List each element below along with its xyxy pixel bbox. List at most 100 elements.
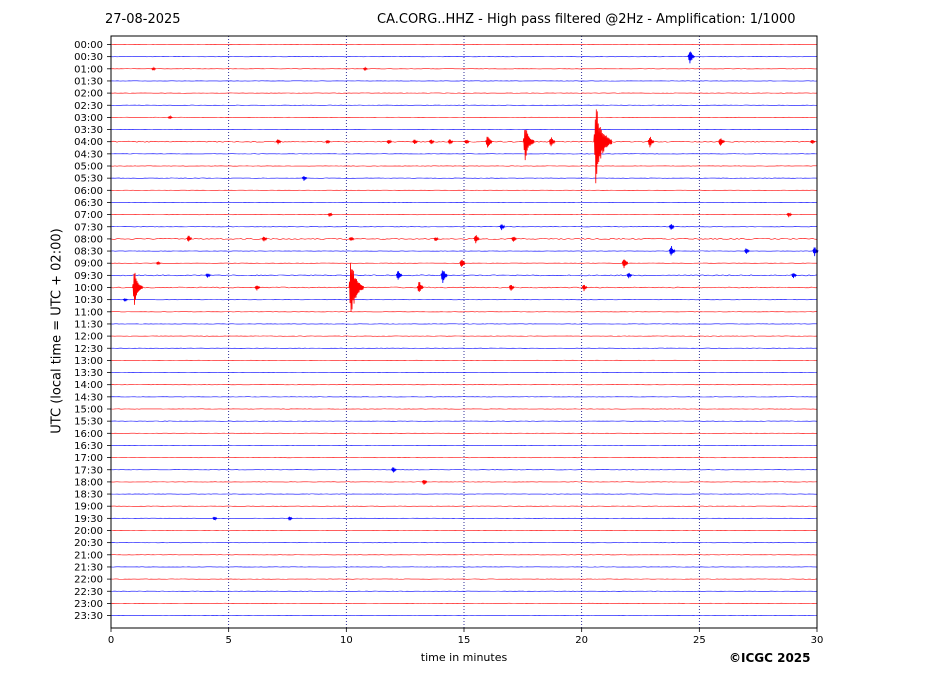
y-tick-label: 00:00 [74,40,103,51]
y-tick-label: 05:00 [74,162,103,173]
plot-frame [110,35,818,629]
seismic-event [508,284,515,291]
seismic-event [718,138,725,146]
x-tick-layer: 0 5 10 15 20 25 30 [108,628,824,646]
y-tick-label: 04:00 [74,137,103,148]
y-tick-label: 17:00 [74,453,103,464]
x-axis-label: time in minutes [420,651,508,664]
y-tick-label: 08:00 [74,234,103,245]
y-tick-label: 21:00 [74,550,103,561]
seismic-event [428,139,435,145]
x-tick-label: 5 [225,635,231,646]
seismic-event [464,139,470,144]
y-tick-label: 03:00 [74,113,103,124]
y-tick-label: 14:30 [74,392,103,403]
seismic-event [593,109,613,184]
y-tick-label: 13:30 [74,368,103,379]
seismic-event [647,136,655,148]
y-tick-label: 10:00 [74,283,103,294]
seismic-event [668,224,675,230]
y-tick-label: 01:00 [74,64,103,75]
y-tick-label: 23:00 [74,599,103,610]
seismic-event [485,136,493,148]
y-tick-label: 01:30 [74,76,103,87]
seismic-event [353,279,363,296]
seismic-event [287,516,293,521]
y-tick-label: 15:00 [74,405,103,416]
trace-10:00 [110,286,818,289]
seismic-event [151,66,157,71]
y-tick-label: 06:30 [74,198,103,209]
y-tick-label: 20:30 [74,538,103,549]
seismic-event [167,114,173,120]
y-tick-label: 11:30 [74,319,103,330]
y-tick-label: 02:00 [74,89,103,100]
seismic-event [205,273,211,278]
seismic-event [348,236,355,241]
y-tick-label: 09:30 [74,271,103,282]
y-tick-label: 16:00 [74,429,103,440]
y-tick-label: 00:30 [74,52,103,63]
seismic-event [440,270,448,284]
seismic-event [621,259,629,269]
y-tick-label: 18:00 [74,477,103,488]
y-tick-label: 03:30 [74,125,103,136]
y-tick-label: 15:30 [74,417,103,428]
trace-layer [110,44,818,617]
x-tick-label: 30 [811,635,824,646]
trace-09:30 [110,274,818,277]
seismic-event [668,245,676,256]
y-tick-label: 19:30 [74,514,103,525]
y-tick-label: 13:00 [74,356,103,367]
x-tick-label: 0 [108,635,114,646]
seismic-event [186,235,193,242]
y-tick-label: 14:00 [74,380,103,391]
date-label: 27-08-2025 [105,12,181,27]
seismic-event [212,516,218,521]
seismic-event [499,224,506,231]
y-tick-label: 11:00 [74,307,103,318]
y-tick-label: 20:00 [74,526,103,537]
trace-08:00 [110,238,818,240]
x-tick-label: 15 [458,635,471,646]
seismic-event [522,129,535,161]
y-tick-label: 19:00 [74,502,103,513]
seismic-event [473,235,480,244]
seismic-event [416,281,424,292]
event-layer [122,51,819,521]
seismic-event [412,139,418,145]
seismic-event [786,212,793,218]
seismic-event [132,272,143,305]
seismic-event [395,271,403,280]
seismic-event [391,467,397,473]
x-tick-label: 25 [693,635,706,646]
y-tick-label: 07:30 [74,222,103,233]
seismic-event [791,273,797,279]
trace-04:00 [110,140,818,143]
y-tick-label: 22:00 [74,575,103,586]
seismic-event [548,137,556,147]
y-tick-label: 18:30 [74,490,103,501]
chart-title: CA.CORG..HHZ - High pass filtered @2Hz -… [377,12,796,27]
seismic-event [254,285,261,291]
y-tick-label: 12:00 [74,332,103,343]
y-tick-label: 06:00 [74,186,103,197]
y-tick-label: 10:30 [74,295,103,306]
seismic-event [275,139,282,145]
seismic-event [433,236,439,242]
y-tick-label: 05:30 [74,174,103,185]
seismic-event [362,66,368,71]
y-tick-label: 07:00 [74,210,103,221]
seismic-event [301,176,308,181]
x-tick-label: 20 [575,635,588,646]
y-tick-label: 23:30 [74,611,103,622]
seismic-event [447,139,454,145]
seismic-event [325,140,331,145]
seismic-event [687,51,695,64]
seismic-event [459,259,466,267]
copyright-label: ©ICGC 2025 [729,651,811,665]
seismic-event [386,139,393,145]
seismic-event [581,284,588,292]
seismic-event [421,480,428,485]
